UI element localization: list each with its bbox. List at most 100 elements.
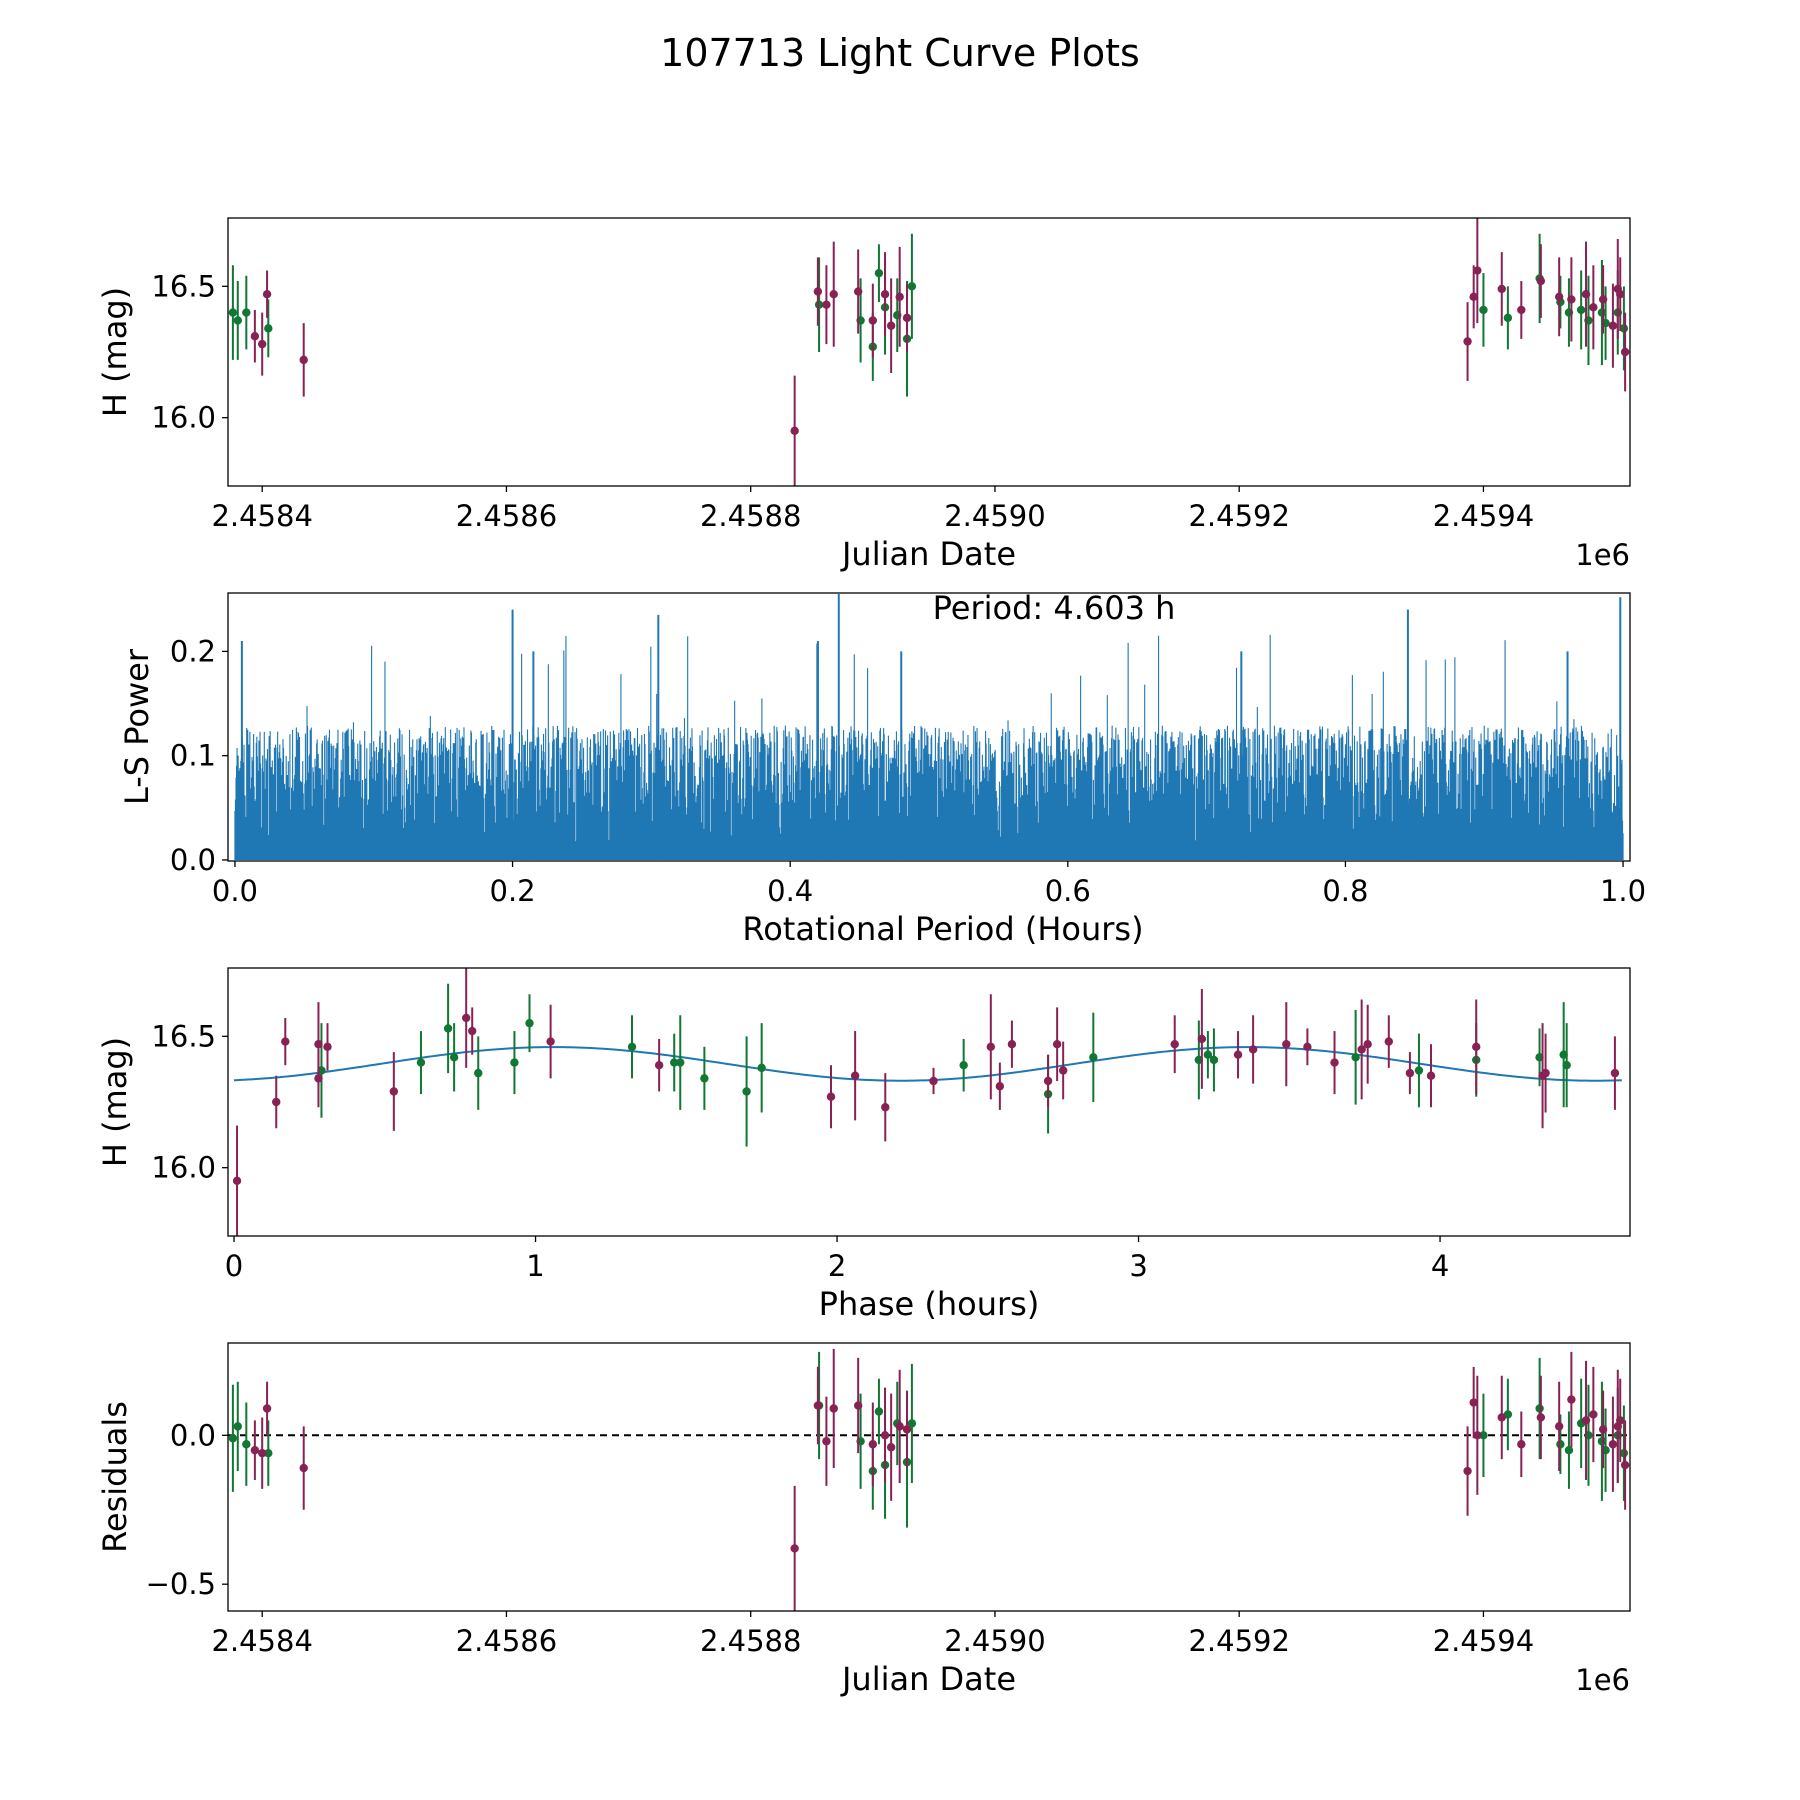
purple-point-23 [1589,303,1598,312]
purple-point-10 [880,1431,890,1440]
purple-point-14 [1463,337,1472,346]
purple-point-8 [468,1026,477,1036]
purple-point-12 [895,1422,904,1431]
purple-point-17 [1497,284,1506,294]
periodogram-xtick-label-2: 0.4 [767,874,813,908]
periodogram-xtick-label-5: 1.0 [1600,874,1646,908]
residuals-plot-area [228,1348,1630,1611]
phased-ylabel: H (mag) [96,1037,134,1167]
purple-point-12 [850,1071,860,1080]
purple-point-16 [995,1082,1005,1091]
green-point-17 [1576,305,1586,315]
residuals-ytick-label-1: 0.0 [170,1418,216,1452]
purple-point-0 [250,332,260,341]
green-point-15 [1556,1440,1565,1449]
purple-point-5 [813,287,823,296]
residuals-xtick-label-1: 2.4586 [456,1624,557,1658]
purple-point-21 [1567,1395,1576,1404]
purple-point-6 [389,1087,399,1096]
purple-point-28 [1620,1460,1630,1470]
purple-point-18 [1043,1076,1053,1086]
purple-point-6 [822,300,831,309]
purple-point-13 [902,1425,912,1434]
purple-point-7 [829,1404,838,1413]
phased-xtick-label-0: 0 [225,1249,243,1283]
periodogram-xtick-label-3: 0.6 [1045,874,1091,908]
periodogram-xtick-label-0: 0.0 [212,874,258,908]
green-point-3 [449,1053,459,1062]
purple-point-9 [868,1440,878,1449]
purple-point-18 [1517,1440,1526,1449]
figure-title: 107713 Light Curve Plots [660,31,1140,75]
green-point-13 [959,1061,968,1070]
phased-xlabel: Phase (hours) [819,1285,1040,1323]
green-point-3 [264,324,273,333]
panel-phased: 0 1 2 3 4 16.0 16.5 Phase (hours) H (mag) [96,967,1631,1323]
purple-point-10 [654,1061,664,1070]
lightcurve-xtick-label-4: 2.4592 [1188,499,1289,533]
residuals-xtick-label-4: 2.4592 [1188,1624,1289,1658]
purple-point-28 [1620,347,1630,357]
green-point-1 [233,1422,242,1431]
lightcurve-plot-area [228,218,1630,486]
purple-point-27 [1330,1058,1339,1067]
green-point-17 [1203,1050,1213,1059]
purple-point-19 [1536,1413,1546,1422]
phased-xtick-label-3: 3 [1129,1249,1147,1283]
residuals-xtick-label-2: 2.4588 [700,1624,801,1658]
purple-point-11 [886,1443,896,1452]
purple-point-14 [1463,1466,1472,1476]
purple-point-10 [880,289,890,299]
green-point-7 [627,1042,637,1052]
purple-point-13 [881,1103,890,1112]
green-point-15 [1089,1053,1098,1062]
purple-point-24 [1598,1425,1608,1434]
periodogram-ytick-label-0: 0.0 [170,843,216,877]
purple-point-25 [1608,321,1618,330]
purple-point-24 [1598,295,1608,304]
purple-point-9 [546,1037,555,1046]
periodogram-xtick-label-1: 0.2 [490,874,536,908]
purple-point-0 [250,1446,260,1455]
purple-point-23 [1589,1410,1598,1419]
periodogram-ylabel: L-S Power [118,648,156,805]
purple-point-35 [1541,1068,1550,1078]
lightcurve-frame [227,217,1631,487]
purple-point-5 [323,1042,332,1052]
lightcurve-xtick-label-3: 2.4590 [944,499,1045,533]
purple-point-30 [1384,1037,1393,1046]
lightcurve-ytick-label-1: 16.5 [151,269,216,303]
purple-point-20 [1554,292,1564,302]
periodogram-xlabel: Rotational Period (Hours) [742,910,1143,948]
residuals-xlabel: Julian Date [840,1660,1016,1698]
green-point-18 [1209,1055,1219,1065]
residuals-xtick-label-0: 2.4584 [211,1624,312,1658]
green-point-2 [242,308,251,317]
purple-point-20 [1554,1422,1564,1431]
purple-point-5 [813,1401,823,1410]
lightcurve-xlabel: Julian Date [840,535,1016,573]
green-point-10 [700,1074,709,1083]
purple-point-1 [257,1448,267,1458]
purple-point-25 [1282,1039,1291,1049]
periodogram-ytick-label-2: 0.2 [170,634,216,668]
purple-point-8 [853,287,863,296]
purple-point-26 [1303,1042,1312,1052]
green-point-11 [742,1087,751,1096]
purple-point-25 [1608,1440,1618,1449]
green-point-1 [233,316,242,325]
lightcurve-xtick-label-2: 2.4588 [700,499,801,533]
purple-point-32 [1426,1071,1436,1080]
phased-frame [227,967,1631,1237]
phased-xtick-label-4: 4 [1431,1249,1449,1283]
phased-ytick-label-1: 16.5 [151,1019,216,1053]
purple-point-2 [281,1037,290,1046]
green-point-13 [1503,313,1513,323]
green-point-4 [474,1068,483,1078]
green-point-11 [907,1419,917,1428]
purple-point-22 [1581,1416,1591,1425]
purple-point-27 [1616,1416,1625,1425]
green-point-8 [670,1058,679,1067]
purple-point-1 [272,1097,281,1107]
power-spectrum-line [234,634,1624,860]
